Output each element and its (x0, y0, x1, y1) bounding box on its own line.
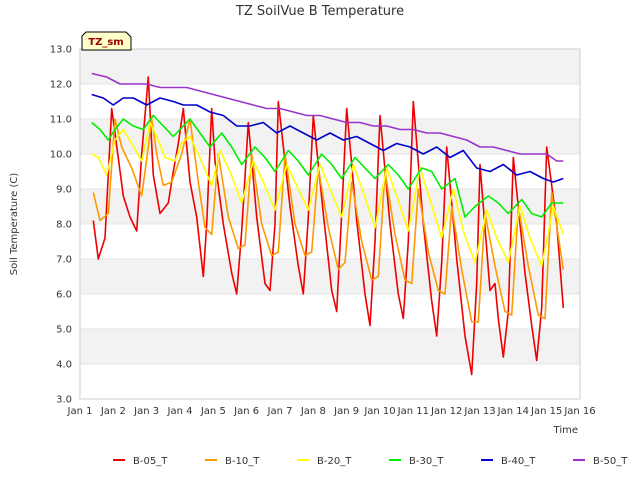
x-tick-label: Jan 8 (300, 406, 326, 417)
grid-band (80, 189, 580, 224)
y-tick-label: 8.0 (56, 220, 72, 231)
chart-title: TZ SoilVue B Temperature (235, 4, 404, 19)
y-tick-label: 6.0 (56, 290, 72, 301)
x-tick-label: Jan 15 (530, 406, 562, 417)
legend-label: B-30_T (409, 456, 444, 467)
annotation-box-shape (81, 31, 132, 51)
series-lines (91, 72, 565, 376)
y-tick-label: 12.0 (50, 80, 72, 91)
series-line-b-20-t (91, 121, 565, 267)
y-tick-labels: 3.0 4.0 5.0 6.0 7.0 8.0 9.0 10.0 11.0 12.0 13.0 (50, 45, 72, 406)
x-tick-labels: Jan 1 Jan 2 Jan 3 Jan 4 Jan 5 Jan 6 Jan 7 Jan 8… (67, 406, 596, 417)
grid-band (80, 49, 580, 84)
x-tick-label: Jan 12 (430, 406, 462, 417)
legend-label: B-10_T (225, 456, 260, 467)
x-tick-label: Jan 13 (463, 406, 495, 417)
x-tick-label: Jan 3 (133, 406, 159, 417)
grid-band (80, 329, 580, 364)
y-axis-label: Soil Temperature (C) (9, 173, 20, 276)
x-tick-label: Jan 2 (100, 406, 126, 417)
y-tick-label: 4.0 (56, 360, 72, 371)
x-tick-label: Jan 14 (497, 406, 529, 417)
legend-label: B-05_T (133, 456, 168, 467)
x-tick-label: Jan 11 (397, 406, 429, 417)
x-tick-label: Jan 10 (363, 406, 395, 417)
y-tick-label: 13.0 (50, 45, 72, 56)
annotation-box: TZ_sm (81, 31, 132, 51)
x-axis-label: Time (553, 425, 578, 436)
y-tick-label: 10.0 (50, 150, 72, 161)
y-tick-label: 3.0 (56, 395, 72, 406)
y-tick-label: 7.0 (56, 255, 72, 266)
y-tick-label: 9.0 (56, 185, 72, 196)
legend: B-05_T B-10_T B-20_T B-30_T B-40_T B-50_T (113, 456, 628, 467)
x-tick-label: Jan 5 (200, 406, 226, 417)
y-tick-label: 11.0 (50, 115, 72, 126)
series-line-b-50-t (91, 72, 564, 162)
x-tick-label: Jan 4 (167, 406, 193, 417)
plot-frame (79, 48, 581, 400)
x-tick-label: Jan 1 (67, 406, 93, 417)
legend-label: B-20_T (317, 456, 352, 467)
y-tick-label: 5.0 (56, 325, 72, 336)
legend-label: B-50_T (593, 456, 628, 467)
x-tick-label: Jan 7 (267, 406, 293, 417)
x-tick-label: Jan 16 (563, 406, 595, 417)
legend-label: B-40_T (501, 456, 536, 467)
series-line-b-30-t (91, 114, 564, 218)
annotation-label: TZ_sm (88, 37, 123, 48)
series-line-b-40-t (91, 93, 564, 183)
series-line-b-05-t (92, 76, 565, 376)
x-tick-label: Jan 6 (233, 406, 259, 417)
x-tick-label: Jan 9 (333, 406, 359, 417)
